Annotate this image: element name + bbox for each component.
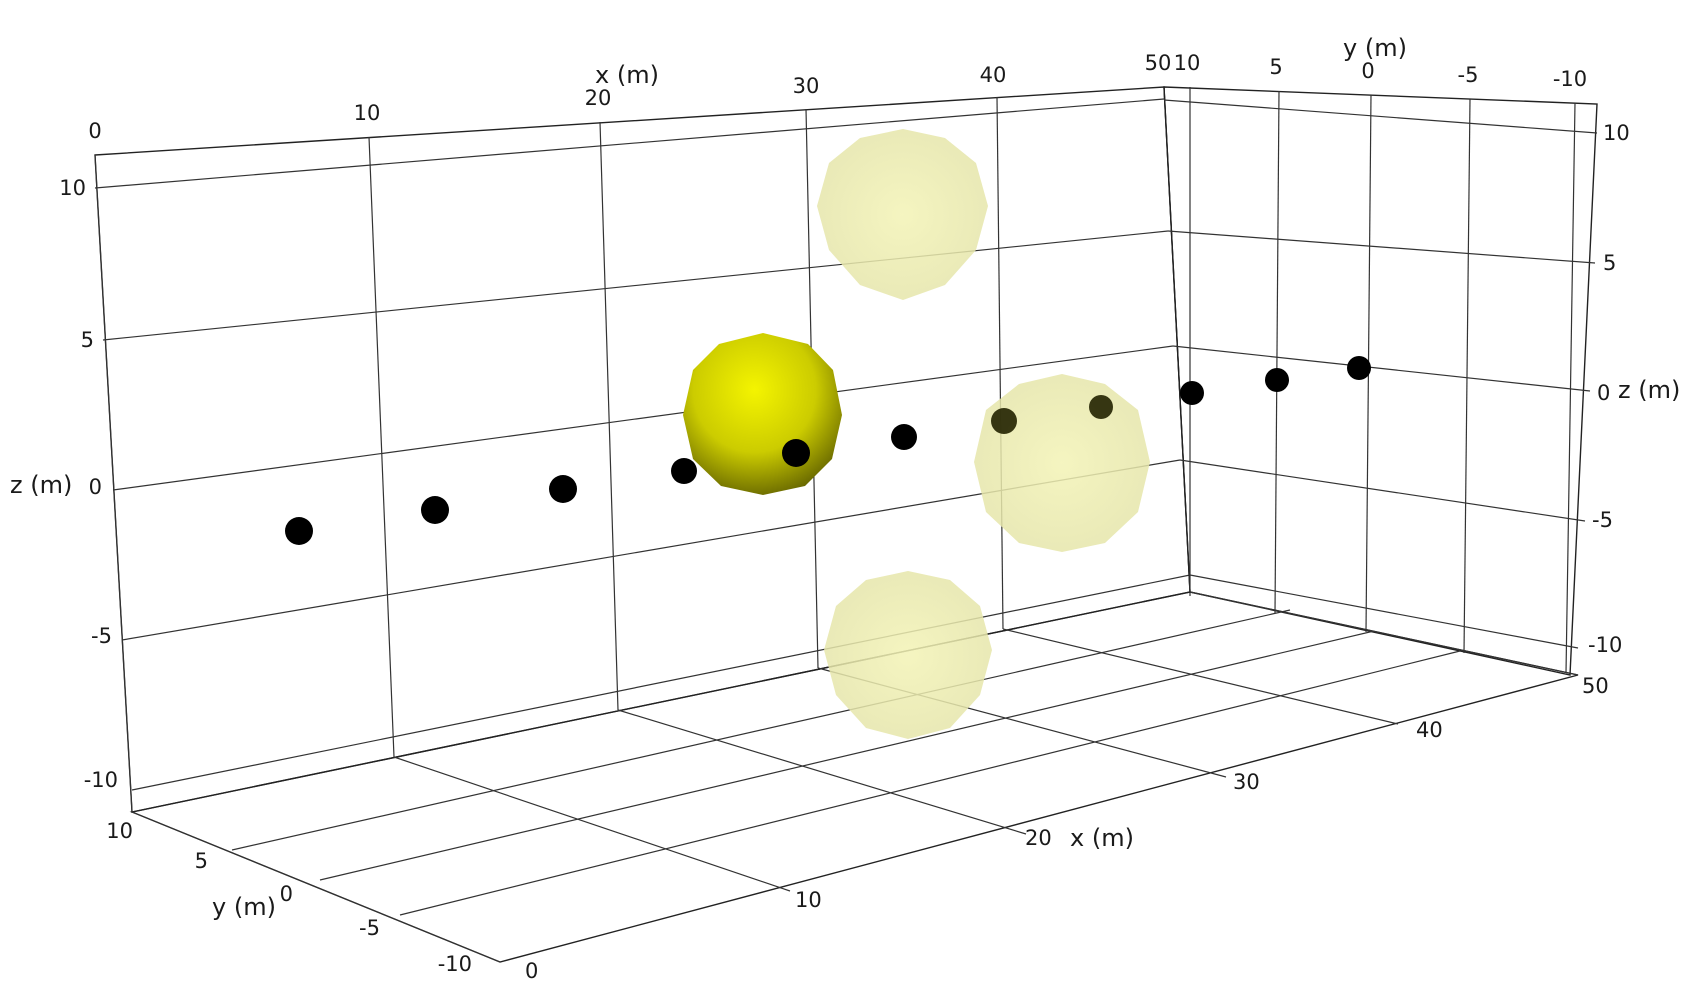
sensor-point: [671, 458, 697, 484]
z-tick-label: -10: [84, 768, 118, 792]
floor-grid: [129, 591, 1579, 963]
z-axis-title-right: z (m): [1618, 376, 1680, 404]
z-tick-label: 10: [1603, 121, 1630, 145]
z-tick-label: 10: [59, 176, 86, 200]
x-tick-label: 30: [1233, 770, 1260, 794]
y-axis-title-bottom: y (m): [212, 893, 276, 921]
sensor-point: [1265, 368, 1289, 392]
sensor-point: [421, 496, 449, 524]
source-sphere-ghost-right[interactable]: [974, 374, 1150, 552]
sensor-point: [782, 439, 810, 467]
z-tick-labels-left: 10 5 0 -5 -10 z (m): [10, 176, 118, 792]
y-tick-label: -5: [359, 916, 380, 940]
x-tick-label: 0: [88, 119, 101, 143]
y-tick-label: -10: [1553, 67, 1587, 91]
z-tick-label: 5: [81, 328, 94, 352]
y-tick-label: 0: [280, 882, 293, 906]
y-tick-label: -10: [438, 952, 472, 976]
z-tick-label: -5: [91, 624, 112, 648]
y-tick-labels-top: 10 5 0 -5 -10 y (m): [1174, 34, 1588, 91]
z-tick-label: 0: [1597, 381, 1610, 405]
x-axis-title-top: x (m): [595, 61, 659, 89]
sensor-array: [285, 356, 1371, 545]
x-tick-label: 40: [980, 63, 1007, 87]
x-axis-title-bottom: x (m): [1070, 824, 1134, 852]
z-tick-label: 5: [1603, 251, 1616, 275]
x-tick-label: 0: [525, 959, 538, 983]
y-axis-title-top: y (m): [1343, 34, 1407, 62]
y-tick-label: 10: [1174, 51, 1201, 75]
sensor-point: [549, 475, 577, 503]
y-tick-label: -5: [1458, 63, 1479, 87]
sensor-point: [1089, 395, 1113, 419]
x-tick-labels-bottom: 0 10 20 30 40 50 x (m): [525, 674, 1609, 983]
sensor-point: [1180, 381, 1204, 405]
y-tick-label: 10: [106, 819, 133, 843]
sensor-point: [991, 408, 1017, 434]
y-tick-labels-bottom: 10 5 0 -5 -10 y (m): [106, 819, 472, 976]
source-sphere-ghost-bottom[interactable]: [824, 571, 992, 739]
y-tick-label: 0: [1361, 59, 1374, 83]
y-tick-label: 5: [1269, 55, 1282, 79]
sensor-point: [285, 517, 313, 545]
x-tick-label: 50: [1582, 674, 1609, 698]
x-tick-labels-top: 0 10 20 30 40 50 x (m): [88, 51, 1171, 143]
source-sphere-solid[interactable]: [683, 333, 842, 495]
z-tick-label: -5: [1592, 508, 1613, 532]
z-axis-title-left: z (m): [10, 471, 72, 499]
x-tick-label: 10: [354, 101, 381, 125]
z-tick-label: 0: [89, 475, 102, 499]
sensor-point: [891, 424, 917, 450]
z-tick-label: -10: [1588, 633, 1622, 657]
sensor-point: [1347, 356, 1371, 380]
x-tick-label: 20: [585, 86, 612, 110]
x-tick-label: 30: [793, 74, 820, 98]
x-tick-label: 40: [1416, 718, 1443, 742]
y-tick-label: 5: [195, 849, 208, 873]
side-wall-grid: [1163, 86, 1598, 676]
source-sphere-ghost-top[interactable]: [817, 129, 988, 300]
x-tick-label: 50: [1145, 51, 1172, 75]
z-tick-labels-right: 10 5 0 -5 -10 z (m): [1588, 121, 1680, 657]
x-tick-label: 10: [795, 888, 822, 912]
x-tick-label: 20: [1025, 826, 1052, 850]
